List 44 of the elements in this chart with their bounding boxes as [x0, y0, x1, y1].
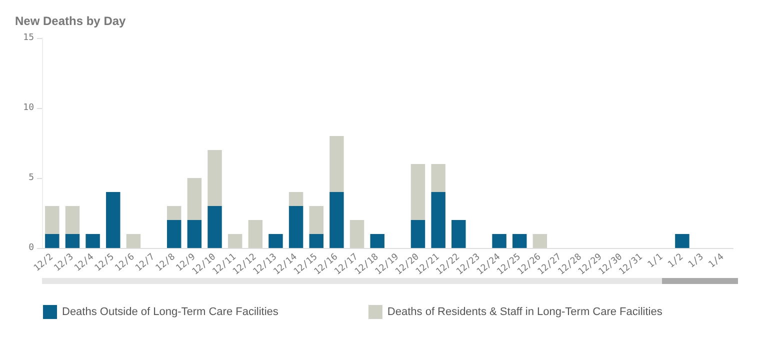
bar: [166, 206, 182, 220]
bar: [126, 234, 141, 248]
bar: [166, 220, 182, 248]
bar: [330, 192, 344, 248]
bar: [106, 192, 120, 248]
bar: [45, 206, 60, 234]
bar: [410, 164, 426, 220]
bar: [65, 206, 80, 234]
bar: [268, 234, 283, 248]
x-tick-label: 1/2: [666, 252, 686, 270]
legend-label: Deaths Outside of Long-Term Care Facilities: [62, 306, 279, 318]
bar: [65, 234, 80, 248]
bar: [452, 220, 466, 248]
x-tick-label: 1/3: [686, 252, 706, 270]
bar: [187, 178, 202, 220]
bar: [431, 164, 446, 192]
legend-label: Deaths of Residents & Staff in Long-Term Care Facilities: [387, 306, 663, 318]
bar: [86, 234, 100, 248]
y-tick-label: 15: [23, 33, 34, 43]
bar: [187, 220, 202, 248]
y-tick-label: 0: [28, 243, 34, 253]
y-tick-label: 5: [28, 173, 34, 183]
y-tick-label: 10: [23, 103, 34, 113]
bar: [309, 234, 324, 248]
bar: [350, 220, 364, 248]
bar: [492, 234, 506, 248]
x-tick-label: 1/1: [646, 252, 666, 270]
bar: [431, 192, 446, 248]
bar: [330, 136, 344, 192]
bar: [370, 234, 384, 248]
bar: [208, 150, 222, 206]
bar: [288, 206, 304, 248]
bar: [309, 206, 324, 234]
bar: [288, 192, 304, 206]
bar: [532, 234, 548, 248]
chart-title: New Deaths by Day: [15, 14, 126, 28]
bar: [228, 234, 242, 248]
bar: [512, 234, 527, 248]
bar: [45, 234, 60, 248]
bar: [248, 220, 263, 248]
bar: [410, 220, 426, 248]
bar: [208, 206, 222, 248]
bar: [675, 234, 690, 248]
x-tick-label: 1/4: [707, 252, 726, 270]
